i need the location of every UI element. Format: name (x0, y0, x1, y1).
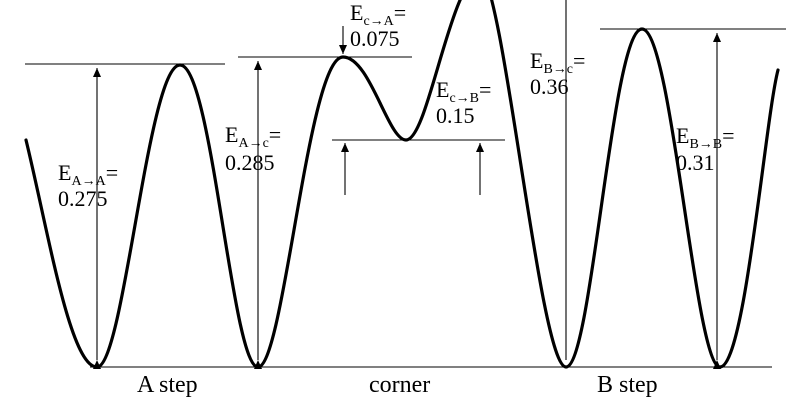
a-to-c-barrier-label: EA→c= (225, 122, 281, 151)
b-to-b-energy-symbol: E (676, 123, 689, 148)
b-to-b-barrier-label: EB→B= (676, 123, 735, 152)
b-to-b-from-subscript: B (689, 137, 698, 152)
a-to-a-energy-symbol: E (58, 160, 71, 185)
c-to-b-from-subscript: c (449, 91, 455, 106)
c-to-b-to-subscript: B (470, 91, 479, 106)
a-to-c-energy-symbol: E (225, 122, 238, 147)
c-to-b-energy-symbol: E (436, 77, 449, 102)
c-to-a-arrow-subscript: → (370, 14, 384, 29)
a-to-c-to-subscript: c (263, 136, 269, 151)
b-to-c-barrier-value: 0.36 (530, 74, 569, 99)
corner-label: corner (369, 372, 430, 398)
a-to-a-to-subscript: A (96, 174, 107, 189)
a-to-c-arrow-subscript: → (249, 136, 263, 151)
a-to-c-from-subscript: A (238, 136, 249, 151)
a-to-a-barrier-value: 0.275 (58, 186, 108, 211)
c-to-a-equals: = (394, 0, 406, 25)
b-to-b-equals: = (722, 123, 734, 148)
a-to-a-arrow-subscript: → (82, 174, 96, 189)
b-to-b-arrow-subscript: → (699, 137, 713, 152)
c-to-b-arrow-subscript: → (456, 91, 470, 106)
b-to-b-barrier-value: 0.31 (676, 150, 715, 175)
c-to-a-to-subscript: A (384, 14, 395, 29)
b-to-c-barrier-label: EB→c= (530, 48, 585, 77)
c-to-b-equals: = (479, 77, 491, 102)
c-to-b-barrier-label: Ec→B= (436, 77, 491, 106)
potential-energy-curve (24, 0, 780, 369)
c-to-a-energy-symbol: E (350, 0, 363, 25)
b-step-label: B step (597, 372, 658, 398)
a-to-a-equals: = (106, 160, 118, 185)
c-to-b-barrier-value: 0.15 (436, 103, 475, 128)
a-step-label: A step (137, 372, 198, 398)
a-to-c-barrier-value: 0.285 (225, 150, 275, 175)
c-to-a-barrier-value: 0.075 (350, 26, 400, 51)
b-to-c-energy-symbol: E (530, 48, 543, 73)
b-to-c-from-subscript: B (543, 62, 552, 77)
b-to-c-arrow-subscript: → (553, 62, 567, 77)
c-to-a-barrier-label: Ec→A= (350, 0, 406, 29)
a-to-a-from-subscript: A (71, 174, 82, 189)
a-to-c-equals: = (269, 122, 281, 147)
b-to-c-to-subscript: c (567, 62, 573, 77)
c-to-a-from-subscript: c (363, 14, 369, 29)
a-to-a-barrier-label: EA→A= (58, 160, 118, 189)
b-to-b-to-subscript: B (713, 137, 722, 152)
b-to-c-equals: = (573, 48, 585, 73)
